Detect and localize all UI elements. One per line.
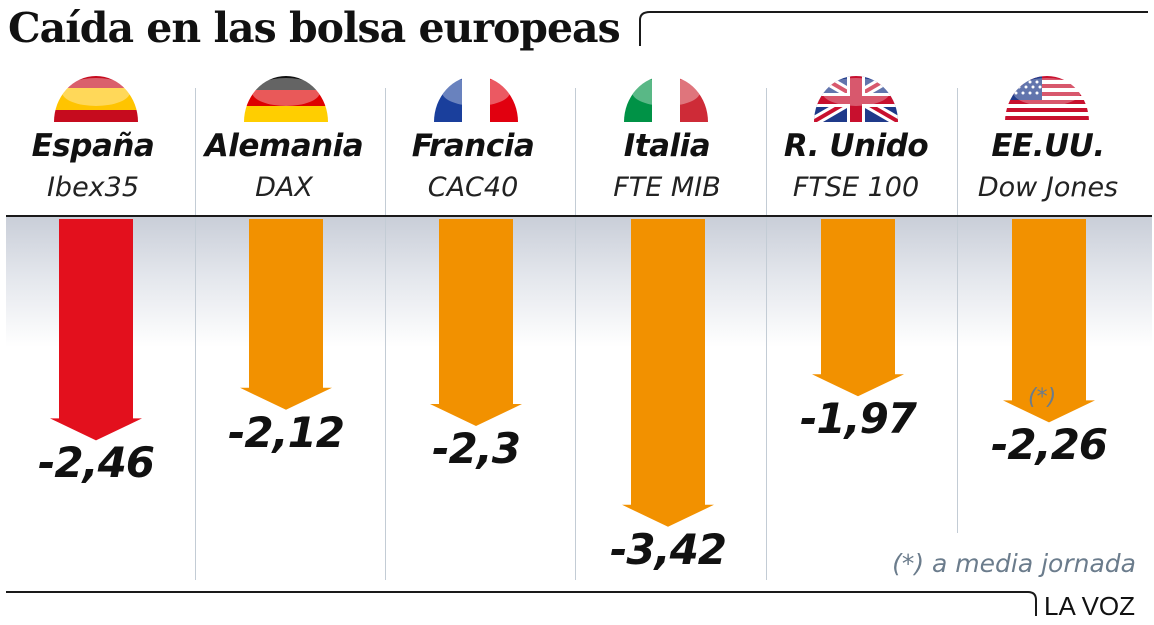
- index-label: Dow Jones: [977, 172, 1119, 203]
- arrow-bar-alemania: [240, 219, 332, 410]
- uk-flag-icon: [814, 76, 898, 122]
- column-separator: [766, 88, 767, 580]
- arrow-bar-francia: [430, 219, 522, 426]
- value-label: -2,46: [37, 438, 155, 488]
- column-separator: [195, 88, 196, 580]
- country-label: Italia: [623, 128, 711, 164]
- value-label: -3,42: [609, 524, 727, 574]
- title-rule: [639, 11, 1148, 46]
- country-label: Francia: [411, 128, 535, 164]
- column-separator: [957, 88, 958, 533]
- value-label: -1,97: [799, 394, 917, 444]
- country-label: Alemania: [204, 128, 364, 164]
- value-label: -2,26: [990, 420, 1108, 470]
- value-label: -2,12: [227, 407, 345, 457]
- footnote: (*) a media jornada: [892, 549, 1136, 578]
- germany-flag-icon: [244, 76, 328, 122]
- column-separator: [385, 88, 386, 580]
- country-label: R. Unido: [783, 128, 929, 164]
- france-flag-icon: [434, 76, 518, 122]
- arrow-bar-ee-uu: [1003, 219, 1095, 423]
- usa-flag-icon: [1005, 76, 1089, 122]
- index-label: Ibex35: [46, 172, 140, 203]
- arrow-bar-espa-a: [50, 219, 142, 441]
- index-label: DAX: [255, 172, 313, 203]
- asterisk-note: (*): [1028, 385, 1057, 410]
- source-credit: LA VOZ: [1044, 591, 1136, 621]
- country-label: EE.UU.: [991, 128, 1105, 164]
- arrow-bar-italia: [622, 219, 714, 527]
- column-separator: [575, 88, 576, 580]
- baseline: [6, 215, 1152, 217]
- index-label: FTE MIB: [613, 172, 721, 203]
- italy-flag-icon: [624, 76, 708, 122]
- arrow-bar-r-unido: [812, 219, 904, 397]
- chart-title: Caída en las bolsa europeas: [8, 4, 621, 52]
- country-label: España: [31, 128, 155, 164]
- value-label: -2,3: [432, 424, 521, 473]
- index-label: CAC40: [427, 172, 519, 203]
- index-label: FTSE 100: [792, 172, 920, 203]
- background-band: [6, 217, 1152, 347]
- spain-flag-icon: [54, 76, 138, 122]
